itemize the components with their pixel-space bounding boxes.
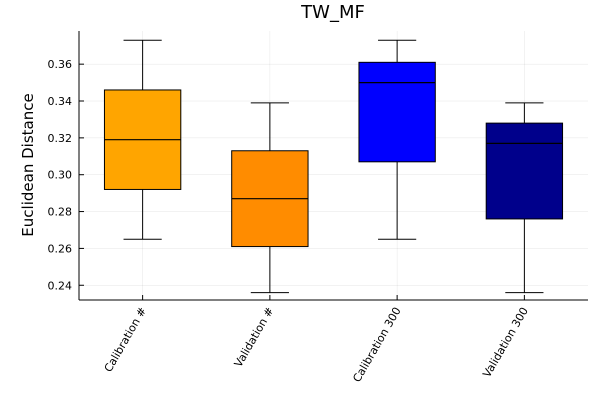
box-body bbox=[358, 61, 436, 163]
y-tick-label: 0.28 bbox=[48, 206, 73, 219]
box-1 bbox=[103, 39, 182, 240]
x-tick-label: Validation # bbox=[232, 305, 277, 370]
box-body bbox=[485, 122, 564, 220]
box-3 bbox=[358, 39, 436, 240]
y-tick-label: 0.26 bbox=[48, 242, 73, 255]
axes bbox=[78, 31, 588, 301]
x-tick-label: Calibration 300 bbox=[350, 305, 403, 385]
y-tick-label: 0.34 bbox=[48, 95, 73, 108]
x-tick-label: Validation 300 bbox=[480, 305, 531, 380]
boxes bbox=[103, 39, 564, 294]
y-axis-label: Euclidean Distance bbox=[19, 93, 37, 236]
chart-title: TW_MF bbox=[300, 2, 365, 23]
y-tick-label: 0.30 bbox=[48, 169, 73, 182]
box-4 bbox=[485, 102, 564, 294]
y-tick-label: 0.36 bbox=[48, 58, 73, 71]
box-2 bbox=[231, 102, 309, 294]
y-tick-label: 0.32 bbox=[48, 132, 73, 145]
x-tick-label: Calibration # bbox=[102, 305, 150, 374]
y-tick-label: 0.24 bbox=[48, 279, 73, 292]
